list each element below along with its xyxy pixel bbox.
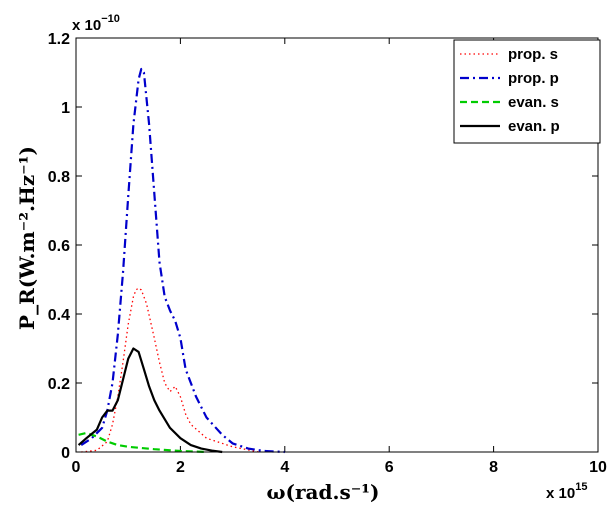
- y-axis-label: P_R(W.m⁻².Hz⁻¹): [15, 146, 39, 330]
- y-tick-label: 0.2: [48, 376, 70, 393]
- y-tick-label: 0: [61, 445, 70, 462]
- y-tick-label: 0.4: [48, 307, 70, 324]
- plot-frame: [75, 37, 599, 453]
- legend-label: prop. p: [508, 70, 559, 87]
- legend-label: evan. p: [508, 118, 560, 135]
- series-line-evan-p: [77, 347, 223, 454]
- legend-label: prop. s: [508, 46, 558, 63]
- y-tick-label: 1.2: [48, 31, 70, 48]
- y-tick-label: 0.6: [48, 238, 70, 255]
- series-line-prop-s: [81, 287, 259, 453]
- y-tick-label: 0.8: [48, 169, 70, 186]
- y-tick-label: 1: [61, 100, 70, 117]
- tick-labels: 0 2 4 6 8 10 0 0.2 0.4 0.6 0.8 1 1.2: [48, 31, 607, 476]
- x-tick-label: 0: [72, 459, 81, 476]
- x-tick-label: 4: [280, 459, 289, 476]
- x-axis-label: ω(rad.s⁻¹): [267, 480, 380, 504]
- x-tick-label: 8: [489, 459, 498, 476]
- legend-label: evan. s: [508, 94, 559, 111]
- series-layer: [77, 67, 285, 454]
- x-multiplier: x 1015: [546, 481, 587, 502]
- x-tick-label: 6: [385, 459, 394, 476]
- series-line-prop-p: [80, 67, 285, 454]
- y-multiplier: x 10−10: [72, 13, 120, 34]
- x-tick-label: 10: [589, 459, 607, 476]
- x-tick-label: 2: [176, 459, 185, 476]
- legend: prop. s prop. p evan. s evan. p: [453, 39, 601, 144]
